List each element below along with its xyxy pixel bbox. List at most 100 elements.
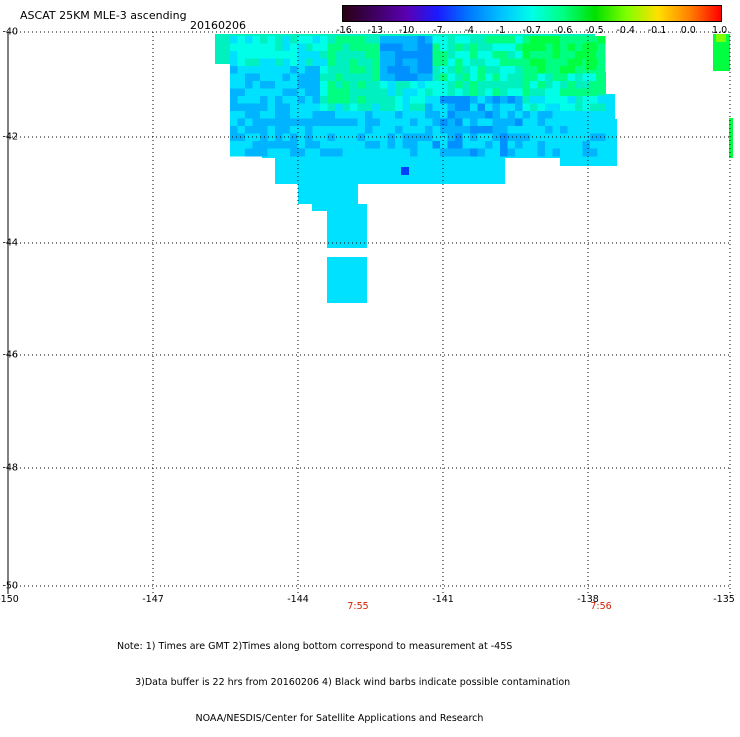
swath-cell bbox=[425, 111, 433, 119]
swath-cell bbox=[477, 36, 486, 44]
swath-cell bbox=[282, 66, 291, 74]
swath-cell bbox=[320, 81, 328, 89]
swath-cell bbox=[500, 43, 508, 52]
swath-cell bbox=[537, 88, 546, 97]
swath-cell bbox=[267, 126, 276, 134]
swath-cell bbox=[342, 88, 351, 97]
swath-cell bbox=[596, 72, 606, 94]
swath-cell bbox=[410, 73, 418, 82]
swath-cell bbox=[500, 111, 508, 119]
swath-cell bbox=[477, 126, 486, 134]
swath-cell bbox=[492, 36, 501, 44]
swath-cell bbox=[537, 58, 546, 67]
longitude-label: -138 bbox=[577, 594, 599, 605]
swath-cell bbox=[395, 81, 403, 89]
swath-cell bbox=[470, 111, 478, 119]
swath-cell bbox=[432, 148, 441, 157]
swath-cell bbox=[267, 81, 276, 89]
swath-cell bbox=[477, 43, 486, 52]
swath-cell bbox=[470, 51, 478, 59]
swath-cell bbox=[440, 36, 448, 44]
swath-cell bbox=[230, 73, 238, 82]
swath-cell bbox=[342, 66, 351, 74]
swath-cell bbox=[425, 103, 433, 112]
swath-cell bbox=[282, 81, 291, 89]
swath-cell bbox=[545, 118, 553, 127]
swath-cell bbox=[395, 141, 403, 149]
swath-cell bbox=[410, 96, 418, 104]
swath-cell bbox=[492, 73, 501, 82]
swath-cell bbox=[492, 141, 501, 149]
swath-cell bbox=[342, 126, 351, 134]
swath-cell bbox=[440, 88, 448, 97]
swath-cell bbox=[335, 58, 343, 67]
swath-cell bbox=[552, 118, 561, 127]
swath-cell bbox=[402, 103, 411, 112]
swath-cell bbox=[545, 66, 553, 74]
swath-cell bbox=[320, 58, 328, 67]
swath-cell bbox=[230, 36, 238, 44]
swath-cell bbox=[462, 73, 471, 82]
swath-cell bbox=[275, 126, 283, 134]
swath-cell bbox=[312, 43, 321, 52]
swath-cell bbox=[275, 103, 283, 112]
swath-cell bbox=[402, 88, 411, 97]
swath-cell bbox=[245, 51, 253, 59]
swath-cell bbox=[297, 36, 306, 44]
swath-cell bbox=[402, 51, 411, 59]
swath-cell bbox=[560, 96, 568, 104]
swath-cell bbox=[380, 148, 388, 157]
swath-cell bbox=[312, 118, 321, 127]
swath-cell bbox=[567, 51, 576, 59]
swath-cell bbox=[530, 43, 538, 52]
swath-cell bbox=[455, 148, 463, 157]
swath-cell bbox=[462, 111, 471, 119]
swath-cell bbox=[312, 148, 321, 157]
swath-cell bbox=[372, 141, 381, 149]
swath-cell bbox=[515, 141, 523, 149]
swath-cell bbox=[515, 81, 523, 89]
swath-cell bbox=[432, 66, 441, 74]
swath-cell bbox=[290, 118, 298, 127]
swath-cell bbox=[500, 51, 508, 59]
swath-cell bbox=[252, 66, 261, 74]
swath-cell bbox=[282, 73, 291, 82]
swath-cell bbox=[230, 118, 238, 127]
swath-cell bbox=[252, 43, 261, 52]
swath-cell bbox=[582, 126, 591, 134]
swath-cell bbox=[395, 126, 403, 134]
swath-cell bbox=[575, 96, 583, 104]
swath-cell bbox=[275, 133, 283, 142]
swath-cell bbox=[282, 111, 291, 119]
swath-cell bbox=[507, 36, 516, 44]
swath-cell bbox=[312, 126, 321, 134]
swath-cell bbox=[477, 118, 486, 127]
swath-cell bbox=[260, 36, 268, 44]
swath-cell bbox=[515, 118, 523, 127]
swath-cell bbox=[335, 36, 343, 44]
swath-cell bbox=[230, 81, 238, 89]
swath-cell bbox=[552, 111, 561, 119]
swath-cell bbox=[567, 103, 576, 112]
swath-cell bbox=[395, 73, 403, 82]
swath-cell bbox=[567, 81, 576, 89]
swath-cell bbox=[230, 96, 238, 104]
swath-cell bbox=[575, 36, 583, 44]
swath-cell bbox=[425, 96, 433, 104]
swath-cell bbox=[410, 58, 418, 67]
wind-swath-data bbox=[215, 34, 733, 303]
swath-cell bbox=[560, 103, 568, 112]
swath-cell bbox=[380, 66, 388, 74]
swath-cell bbox=[440, 126, 448, 134]
colorbar-tick-label: -0.7 bbox=[522, 25, 542, 36]
swath-cell bbox=[327, 111, 336, 119]
swath-cell bbox=[305, 88, 313, 97]
swath-cell bbox=[320, 73, 328, 82]
swath-cell bbox=[500, 96, 508, 104]
swath-cell bbox=[470, 118, 478, 127]
swath-cell bbox=[297, 118, 306, 127]
swath-cell bbox=[312, 66, 321, 74]
swath-cell bbox=[290, 66, 298, 74]
swath-cell bbox=[597, 141, 606, 149]
swath-cell bbox=[410, 133, 418, 142]
